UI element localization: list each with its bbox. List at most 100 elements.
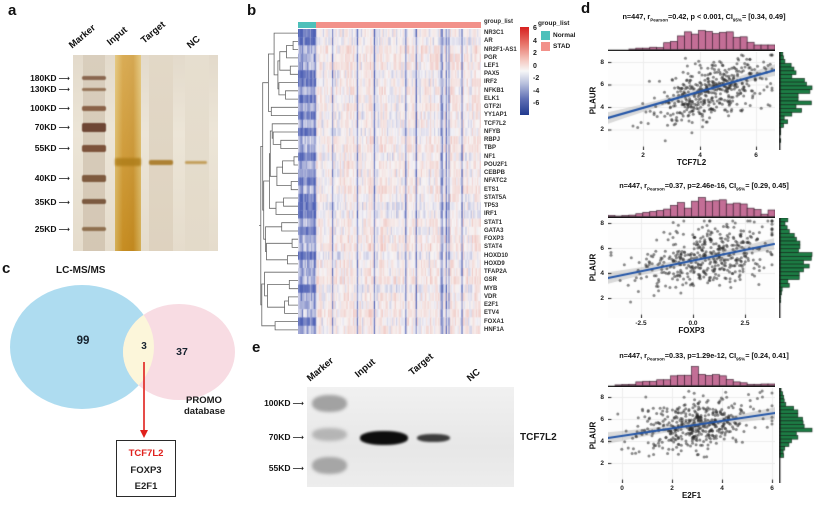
blot-lane-label: Input [352, 356, 378, 380]
mw-marker-row: 55KD ⟶ [14, 143, 70, 153]
gene-label: STAT4 [484, 244, 503, 251]
plot-title-part: =0.33, p=1.29e-12, CI [664, 351, 737, 360]
gene-label: MYB [484, 285, 498, 292]
gene-label: NFKB1 [484, 87, 505, 94]
gene-label: FOXP3 [484, 236, 504, 243]
gene-label: GTF2I [484, 104, 502, 111]
gene-label: NFATC2 [484, 178, 507, 185]
gene-label: TBP [484, 145, 496, 152]
dendrogram-lines [259, 32, 298, 331]
right-marginal-histogram [779, 52, 815, 150]
plot-title-part: Pearson [647, 186, 665, 192]
mw-marker-row: 55KD ⟶ [250, 463, 304, 473]
x-axis-label: E2F1 [681, 491, 702, 500]
gel-marker-band [82, 76, 106, 80]
blot-marker-band-70kd [312, 428, 347, 441]
x-tick-label: -2.5 [635, 320, 647, 327]
red-down-arrow-icon [140, 362, 148, 438]
x-tick-label: 0.0 [688, 320, 698, 327]
gene-label: RBPJ [484, 137, 501, 144]
gene-label: TCF7L2 [484, 120, 507, 127]
colorbar-tick-label: 0 [533, 62, 537, 70]
gel-lane-label: NC [184, 33, 203, 51]
gene-label: GATA3 [484, 227, 504, 234]
silver-stained-gel [73, 55, 218, 251]
gene-label: NF1 [484, 153, 496, 160]
gene-label: PAX5 [484, 71, 500, 78]
x-tick-label: 2 [641, 152, 645, 159]
y-tick-label: 4 [600, 103, 604, 111]
x-tick-label: 6 [754, 152, 758, 159]
venn-left-circle [10, 285, 154, 409]
arrow-right-icon: ⟶ [58, 84, 70, 94]
gene-label: HOXD9 [484, 260, 505, 267]
gene-label: YY1AP1 [484, 112, 508, 119]
mw-marker-row: 40KD ⟶ [14, 173, 70, 183]
gel-target-band [149, 160, 173, 165]
arrow-right-icon: ⟶ [58, 122, 70, 132]
top-marginal-histogram [608, 196, 775, 218]
gene-label: PGR [484, 54, 498, 61]
x-tick-label: 4 [720, 485, 724, 492]
mw-marker-row: 130KD ⟶ [14, 84, 70, 94]
y-tick-label: 6 [600, 81, 604, 88]
y-axis-label: PLAUR [588, 86, 598, 115]
mw-marker-row: 35KD ⟶ [14, 197, 70, 207]
panel-e-label: e [252, 339, 261, 356]
plot-title-part: 95% [736, 356, 746, 362]
y-tick-label: 8 [600, 58, 604, 66]
legend-item-normal: Normal [541, 31, 575, 40]
plot-title: n=447, rPearson=0.33, p=1.29e-12, CI95%=… [596, 351, 812, 361]
legend-item-stad: STAD [541, 42, 570, 51]
plot-title-part: =0.42, p < 0.001, CI [668, 12, 733, 21]
venn-right-set-label-line1: PROMO [186, 395, 222, 406]
y-tick-label: 6 [600, 244, 604, 252]
mw-marker-row: 180KD ⟶ [14, 73, 70, 83]
venn-overlap-count: 3 [141, 341, 147, 352]
mw-marker-row: 70KD ⟶ [250, 432, 304, 442]
gene-label: LEF1 [484, 62, 499, 69]
annotation-bar-normal [298, 22, 316, 28]
plot-title-part: =0.37, p=2.46e-16, CI [664, 181, 737, 190]
y-tick-label: 2 [600, 294, 604, 302]
venn-right-set-label-line2: database [184, 406, 226, 417]
x-tick-label: 4 [698, 152, 702, 159]
right-marginal-histogram [779, 218, 815, 318]
venn-right-circle [123, 304, 235, 400]
plot-title-part: = [0.24, 0.41] [745, 351, 789, 360]
plot-title-part: n=447, r [622, 12, 651, 21]
row-dendrogram [259, 32, 298, 331]
y-axis-label: PLAUR [588, 421, 598, 449]
gel-marker-band [82, 88, 106, 91]
gene-label: TP53 [484, 203, 499, 210]
x-tick-label: 6 [770, 485, 774, 492]
colorbar-tick-label: -6 [533, 100, 540, 107]
blot-lane-label: Marker [304, 355, 336, 384]
group-legend-title: group_list [538, 20, 570, 27]
gene-label: NR2F1-AS1 [484, 46, 517, 53]
blot-target-band [417, 434, 450, 442]
colorbar-tick-label: -2 [533, 75, 540, 82]
candidate-gene-tcf7l2: TCF7L2 [128, 448, 164, 459]
gene-label: ETV4 [484, 310, 500, 317]
panel-b-label: b [247, 2, 257, 19]
gene-label: STAT1 [484, 219, 503, 226]
gel-marker-band [82, 227, 106, 231]
arrow-right-icon: ⟶ [58, 73, 70, 83]
gel-marker-band [82, 106, 106, 111]
candidate-gene-e2f1: E2F1 [134, 481, 158, 492]
gene-label: HOXD10 [484, 252, 509, 259]
gene-label: STAT5A [484, 194, 507, 201]
gel-lane-marker [83, 55, 105, 251]
western-blot [307, 387, 514, 487]
gel-lane-input [115, 55, 141, 251]
gene-label: E2F1 [484, 302, 499, 309]
arrow-right-icon: ⟶ [58, 173, 70, 183]
scatter-canvas [608, 218, 775, 318]
annotation-bar-stad [316, 22, 481, 28]
legend-label-stad: STAD [553, 43, 571, 50]
plot-title: n=447, rPearson=0.42, p < 0.001, CI95%= … [596, 12, 812, 22]
gene-label: IRF1 [484, 211, 498, 218]
y-tick-label: 2 [600, 459, 604, 467]
